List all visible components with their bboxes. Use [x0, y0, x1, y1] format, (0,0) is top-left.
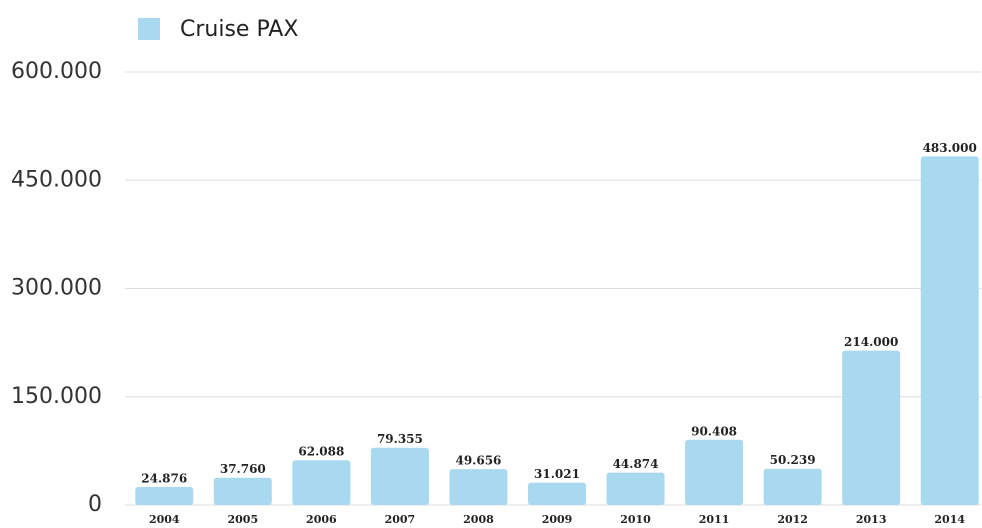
value-label: 50.239 — [770, 453, 816, 467]
y-tick-label: 450.000 — [11, 167, 102, 192]
value-label: 49.656 — [455, 454, 501, 468]
x-tick-label: 2012 — [777, 513, 808, 526]
value-label: 90.408 — [691, 424, 737, 438]
bar — [292, 460, 351, 505]
x-tick-label: 2010 — [620, 513, 651, 526]
value-label: 31.021 — [534, 467, 580, 481]
bar — [135, 487, 194, 505]
value-label: 483.000 — [923, 141, 977, 155]
x-tick-label: 2005 — [228, 513, 259, 526]
x-tick-label: 2014 — [934, 513, 965, 526]
legend-label: Cruise PAX — [180, 17, 298, 42]
y-tick-label: 600.000 — [11, 59, 102, 84]
value-label: 79.355 — [377, 432, 423, 446]
bar — [842, 350, 901, 505]
value-label: 24.876 — [141, 472, 187, 486]
legend-swatch — [138, 18, 160, 40]
y-tick-label: 300.000 — [11, 276, 102, 301]
x-tick-label: 2004 — [149, 513, 180, 526]
x-tick-label: 2006 — [306, 513, 337, 526]
x-tick-label: 2009 — [542, 513, 573, 526]
bar — [449, 469, 508, 505]
bar — [763, 468, 822, 505]
bar — [528, 482, 586, 505]
bar — [606, 472, 665, 505]
y-tick-label: 150.000 — [11, 384, 102, 409]
x-tick-label: 2013 — [856, 513, 887, 526]
x-tick-label: 2011 — [699, 513, 730, 526]
value-label: 214.000 — [844, 335, 898, 349]
bar — [370, 447, 429, 505]
x-tick-label: 2008 — [463, 513, 494, 526]
bar — [920, 156, 979, 505]
bar — [213, 477, 272, 505]
y-tick-label: 0 — [88, 492, 102, 517]
value-label: 37.760 — [220, 462, 266, 476]
value-label: 44.874 — [613, 457, 659, 471]
bar — [685, 439, 744, 505]
value-label: 62.088 — [298, 445, 344, 459]
x-tick-label: 2007 — [385, 513, 416, 526]
